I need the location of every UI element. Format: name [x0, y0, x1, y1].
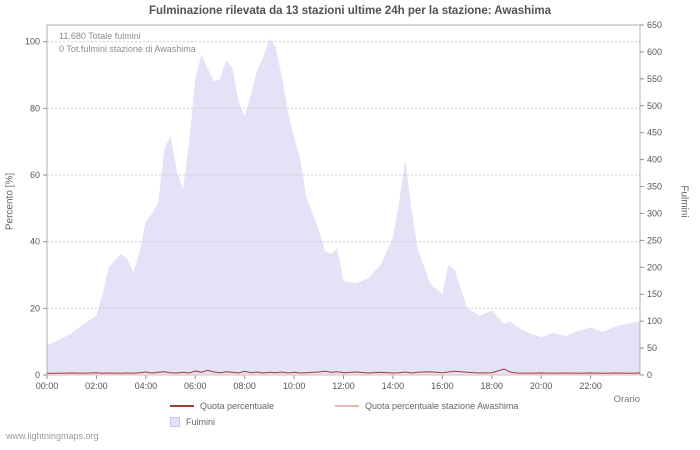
quota-awashima-swatch	[335, 405, 359, 407]
y-axis-label-right: Fulmini	[678, 185, 690, 218]
tick-label: 0	[35, 370, 40, 380]
tick-label: 06:00	[184, 381, 207, 391]
tick-label: 350	[647, 182, 662, 192]
tick-label: 50	[647, 343, 657, 353]
tick-label: 500	[647, 101, 662, 111]
tick-label: 650	[647, 20, 662, 30]
tick-label: 0	[647, 370, 652, 380]
tick-label: 10:00	[283, 381, 306, 391]
tick-label: 200	[647, 262, 662, 272]
legend-item-quota-percentuale: Quota percentuale	[170, 401, 274, 411]
tick-label: 16:00	[431, 381, 454, 391]
tick-label: 450	[647, 128, 662, 138]
tick-label: 14:00	[382, 381, 405, 391]
tick-label: 250	[647, 235, 662, 245]
x-axis-label: Orario	[613, 394, 640, 405]
tick-label: 60	[30, 170, 40, 180]
legend-label-fulmini: Fulmini	[186, 417, 216, 427]
quota-percentuale-swatch	[170, 405, 194, 407]
fulmini-swatch	[170, 417, 180, 427]
tick-label: 18:00	[480, 381, 503, 391]
chart-title: Fulminazione rilevata da 13 stazioni ult…	[149, 5, 551, 17]
legend-label-quota-percentuale: Quota percentuale	[200, 401, 275, 411]
tick-label: 20	[30, 303, 40, 313]
line-quota-percentuale	[47, 368, 641, 374]
tick-label: 08:00	[233, 381, 256, 391]
tick-label: 20:00	[530, 381, 553, 391]
tick-label: 02:00	[85, 381, 108, 391]
tick-label: 00:00	[36, 381, 59, 391]
station-lightning-annotation: 0 Tot.fulmini stazione di Awashima	[59, 44, 196, 54]
tick-label: 04:00	[135, 381, 158, 391]
tick-label: 22:00	[579, 381, 602, 391]
tick-label: 300	[647, 208, 662, 218]
tick-label: 100	[25, 37, 40, 47]
legend-item-quota-awashima: Quota percentuale stazione Awashima	[335, 401, 518, 411]
tick-label: 100	[647, 316, 662, 326]
tick-label: 150	[647, 289, 662, 299]
tick-label: 400	[647, 155, 662, 165]
total-lightning-annotation: 11.680 Totale fulmini	[59, 31, 141, 41]
tick-label: 12:00	[332, 381, 355, 391]
tick-label: 40	[30, 237, 40, 247]
legend-label-quota-awashima: Quota percentuale stazione Awashima	[365, 401, 519, 411]
tick-label: 600	[647, 47, 662, 57]
watermark: www.lightningmaps.org	[6, 431, 99, 441]
y-axis-label-left: Percento [%]	[4, 172, 16, 231]
tick-label: 550	[647, 74, 662, 84]
tick-label: 80	[30, 103, 40, 113]
legend-item-fulmini: Fulmini	[170, 417, 215, 427]
area-fulmini	[47, 38, 640, 375]
